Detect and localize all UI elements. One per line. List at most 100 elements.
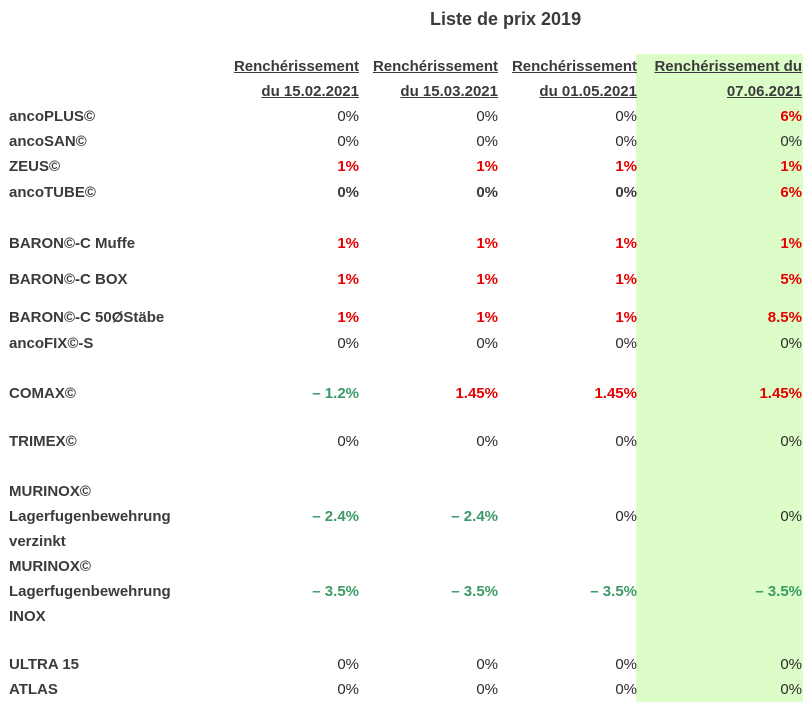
row-value-col-3: 0%	[615, 133, 637, 150]
row-value-col-2: 0%	[476, 681, 498, 698]
column-header-3-line2: du 01.05.2021	[539, 83, 637, 100]
row-value-col-2: 0%	[476, 656, 498, 673]
column-header-2-line1: Renchérissement	[372, 58, 498, 75]
column-header-1: Renchérissement du 15.02.2021	[234, 54, 359, 104]
row-value-col-4: 0%	[780, 133, 802, 150]
row-value-col-2: 0%	[476, 108, 498, 125]
row-label: COMAX©	[9, 381, 76, 406]
row-label: ancoFIX©-S	[9, 331, 93, 356]
row-label: ancoSAN©	[9, 129, 87, 154]
column-header-4-line1: Renchérissement du	[654, 58, 802, 75]
row-value-col-1: 0%	[337, 681, 359, 698]
row-value-col-4: 1.45%	[759, 385, 802, 402]
row-value-col-4: 0%	[780, 335, 802, 352]
row-label-line: MURINOX©	[9, 558, 91, 575]
row-label: ancoPLUS©	[9, 104, 95, 129]
row-label-line: ancoSAN©	[9, 133, 87, 150]
row-label-line: BARON©-C Muffe	[9, 235, 136, 252]
row-value-col-1: 0%	[337, 133, 359, 150]
column-header-3: Renchérissement du 01.05.2021	[512, 54, 637, 104]
row-label-line: TRIMEX©	[9, 433, 77, 450]
row-label: ZEUS©	[9, 154, 60, 179]
row-value-col-1: 1%	[337, 235, 359, 252]
row-value-col-3: – 3.5%	[590, 583, 637, 600]
row-label-line: Lagerfugenbewehrung	[9, 583, 171, 600]
column-header-4-line2: 07.06.2021	[726, 83, 802, 100]
row-value-col-2: 0%	[476, 133, 498, 150]
row-value-col-4: 0%	[780, 433, 802, 450]
row-label: TRIMEX©	[9, 429, 77, 454]
row-label: BARON©-C Muffe	[9, 231, 135, 256]
row-value-col-4: 0%	[780, 508, 802, 525]
row-value-col-2: – 3.5%	[451, 583, 498, 600]
row-value-col-4: 1%	[780, 158, 802, 175]
row-value-col-4: 5%	[780, 271, 802, 288]
column-header-1-line2: du 15.02.2021	[261, 83, 359, 100]
row-value-col-1: – 1.2%	[312, 385, 359, 402]
row-value-col-4: 0%	[780, 681, 802, 698]
row-value-col-2: 1%	[476, 309, 498, 326]
row-value-col-1: 0%	[337, 433, 359, 450]
row-value-col-1: 1%	[337, 271, 359, 288]
row-value-col-1: 0%	[337, 184, 359, 201]
row-label: ancoTUBE©	[9, 180, 96, 205]
column-header-4: Renchérissement du 07.06.2021	[654, 54, 802, 104]
row-label-line: ancoFIX©-S	[9, 335, 94, 352]
row-label-line: ZEUS©	[9, 158, 61, 175]
row-value-col-2: 1.45%	[455, 385, 498, 402]
row-value-col-3: 0%	[615, 184, 637, 201]
row-value-col-3: 1%	[615, 309, 637, 326]
row-label-line: BARON©-C BOX	[9, 271, 128, 288]
column-header-2-line2: du 15.03.2021	[400, 83, 498, 100]
row-value-col-3: 1%	[615, 235, 637, 252]
column-header-3-line1: Renchérissement	[511, 58, 637, 75]
row-label-line: COMAX©	[9, 385, 76, 402]
row-value-col-4: 6%	[780, 108, 802, 125]
row-value-col-4: 0%	[780, 656, 802, 673]
row-label-line: ULTRA 15	[9, 656, 80, 673]
page-title: Liste de prix 2019	[430, 9, 582, 29]
row-value-col-2: – 2.4%	[451, 508, 498, 525]
row-label-line: MURINOX©	[9, 483, 91, 500]
row-value-col-3: 1%	[615, 158, 637, 175]
column-header-2: Renchérissement du 15.03.2021	[373, 54, 498, 104]
row-label: BARON©-C 50ØStäbe	[9, 305, 164, 330]
row-value-col-2: 1%	[476, 271, 498, 288]
row-label: ULTRA 15	[9, 652, 79, 677]
row-label-line: ancoPLUS©	[9, 108, 96, 125]
row-value-col-2: 1%	[476, 158, 498, 175]
row-value-col-4: – 3.5%	[755, 583, 802, 600]
row-value-col-3: 1%	[615, 271, 637, 288]
column-header-1-line1: Renchérissement	[233, 58, 359, 75]
row-label-line: INOX	[9, 608, 46, 625]
row-value-col-3: 0%	[615, 656, 637, 673]
row-label-line: ancoTUBE©	[9, 184, 96, 201]
row-value-col-1: 1%	[337, 158, 359, 175]
row-value-col-3: 0%	[615, 108, 637, 125]
row-value-col-1: – 3.5%	[312, 583, 359, 600]
row-label: MURINOX© Lagerfugenbewehrung verzinkt	[9, 479, 171, 554]
highlighted-column-background	[636, 54, 803, 702]
row-value-col-2: 0%	[476, 335, 498, 352]
row-value-col-1: 1%	[337, 309, 359, 326]
row-value-col-1: 0%	[337, 656, 359, 673]
row-value-col-1: – 2.4%	[312, 508, 359, 525]
row-label: ATLAS	[9, 677, 58, 702]
row-value-col-4: 8.5%	[767, 309, 802, 326]
row-label-line: ATLAS	[9, 681, 58, 698]
row-value-col-1: 0%	[337, 335, 359, 352]
row-value-col-3: 0%	[615, 433, 637, 450]
row-label: MURINOX© Lagerfugenbewehrung INOX	[9, 554, 171, 629]
row-value-col-3: 0%	[615, 681, 637, 698]
row-label: BARON©-C BOX	[9, 267, 128, 292]
row-value-col-4: 6%	[780, 184, 802, 201]
row-label-line: BARON©-C 50ØStäbe	[9, 309, 165, 326]
row-value-col-2: 0%	[476, 184, 498, 201]
row-value-col-3: 0%	[615, 508, 637, 525]
row-label-line: Lagerfugenbewehrung	[9, 508, 171, 525]
row-value-col-2: 0%	[476, 433, 498, 450]
row-value-col-4: 1%	[780, 235, 802, 252]
row-value-col-3: 0%	[615, 335, 637, 352]
row-value-col-3: 1.45%	[594, 385, 637, 402]
row-label-line: verzinkt	[9, 533, 66, 550]
